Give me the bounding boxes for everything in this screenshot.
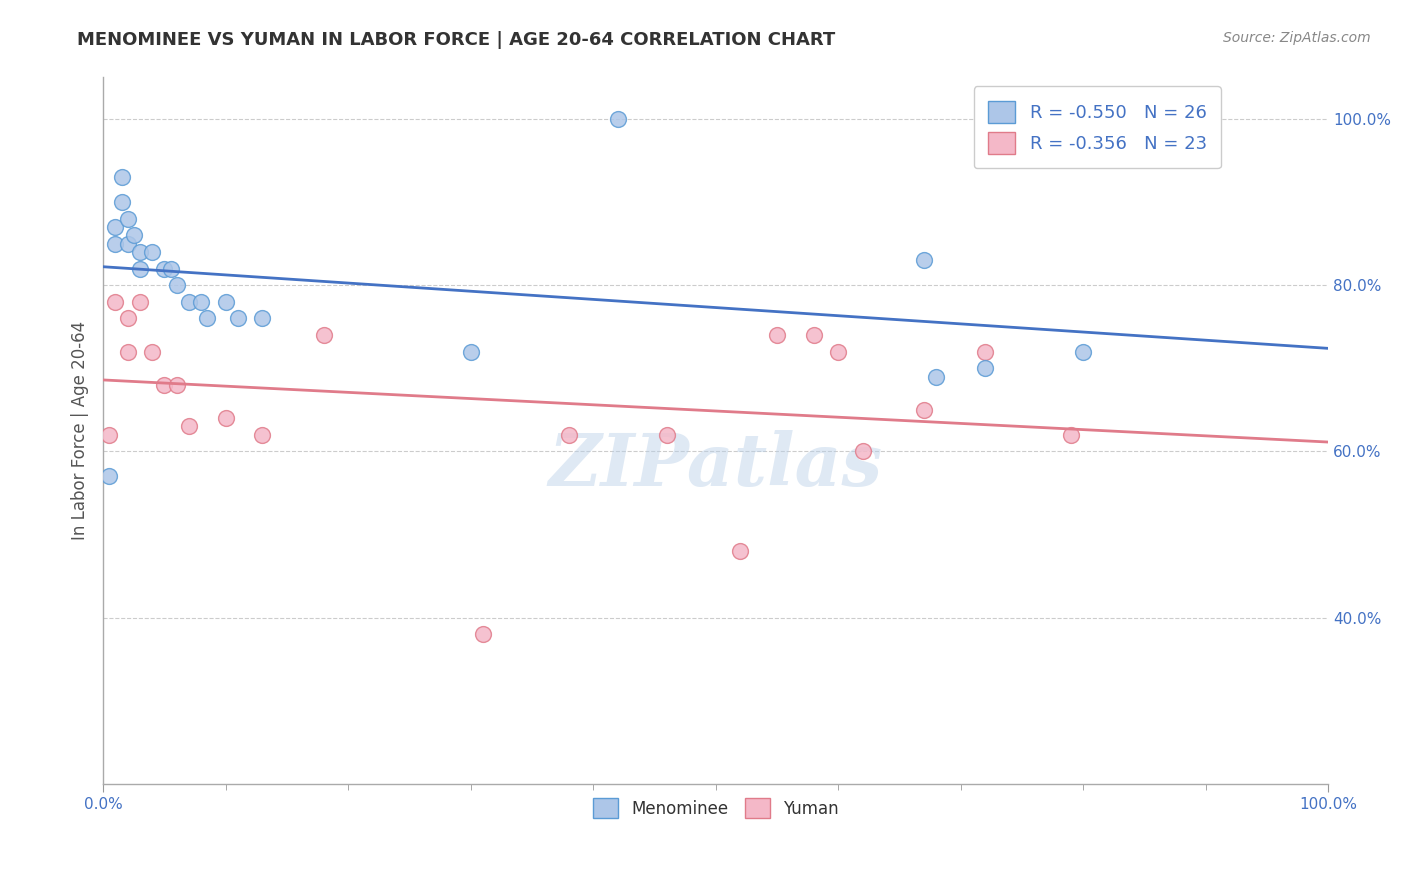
Point [117, 344, 139, 359]
Point [104, 219, 127, 234]
Point [1060, 427, 1083, 442]
Point [166, 377, 188, 392]
Point [766, 328, 789, 343]
Point [460, 344, 482, 359]
Point [312, 328, 335, 343]
Point [606, 112, 628, 126]
Point [214, 411, 236, 425]
Point [177, 419, 200, 434]
Point [141, 244, 163, 259]
Point [128, 244, 150, 259]
Point [925, 369, 948, 384]
Point [153, 377, 176, 392]
Point [141, 344, 163, 359]
Point [655, 427, 678, 442]
Point [226, 311, 249, 326]
Point [974, 344, 997, 359]
Point [128, 261, 150, 276]
Text: MENOMINEE VS YUMAN IN LABOR FORCE | AGE 20-64 CORRELATION CHART: MENOMINEE VS YUMAN IN LABOR FORCE | AGE … [77, 31, 835, 49]
Point [117, 236, 139, 251]
Point [974, 361, 997, 376]
Point [1071, 344, 1094, 359]
Point [166, 278, 188, 293]
Point [557, 427, 579, 442]
Legend: Menominee, Yuman: Menominee, Yuman [586, 791, 845, 825]
Point [159, 261, 181, 276]
Text: ZIPatlas: ZIPatlas [548, 431, 883, 501]
Point [252, 427, 274, 442]
Point [110, 195, 132, 210]
Point [153, 261, 176, 276]
Text: Source: ZipAtlas.com: Source: ZipAtlas.com [1223, 31, 1371, 45]
Point [912, 253, 935, 268]
Point [190, 294, 212, 309]
Point [104, 294, 127, 309]
Point [214, 294, 236, 309]
Point [117, 211, 139, 226]
Point [117, 311, 139, 326]
Point [803, 328, 825, 343]
Point [98, 427, 121, 442]
Point [471, 627, 494, 641]
Point [912, 402, 935, 417]
Point [104, 236, 127, 251]
Point [98, 469, 121, 483]
Point [728, 544, 751, 558]
Point [177, 294, 200, 309]
Point [252, 311, 274, 326]
Y-axis label: In Labor Force | Age 20-64: In Labor Force | Age 20-64 [72, 321, 89, 541]
Point [852, 444, 875, 458]
Point [128, 294, 150, 309]
Point [827, 344, 849, 359]
Point [122, 228, 145, 243]
Point [110, 170, 132, 185]
Point [195, 311, 218, 326]
